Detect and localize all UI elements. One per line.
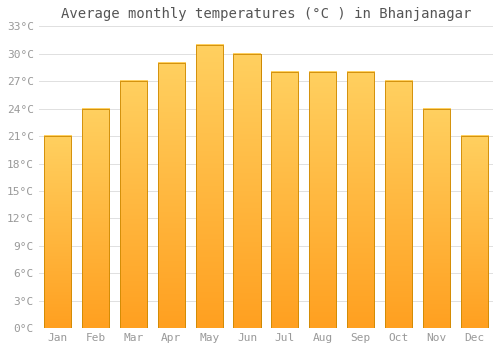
Bar — [120, 81, 147, 328]
Bar — [347, 72, 374, 328]
Bar — [44, 136, 72, 328]
Bar — [385, 81, 412, 328]
Bar — [309, 72, 336, 328]
Bar — [158, 63, 185, 328]
Bar — [120, 81, 147, 328]
Bar — [82, 108, 109, 328]
Bar — [234, 54, 260, 328]
Bar — [271, 72, 298, 328]
Bar — [385, 81, 412, 328]
Bar — [422, 108, 450, 328]
Title: Average monthly temperatures (°C ) in Bhanjanagar: Average monthly temperatures (°C ) in Bh… — [60, 7, 471, 21]
Bar — [234, 54, 260, 328]
Bar — [196, 44, 223, 328]
Bar — [158, 63, 185, 328]
Bar — [460, 136, 488, 328]
Bar — [309, 72, 336, 328]
Bar — [44, 136, 72, 328]
Bar — [82, 108, 109, 328]
Bar — [347, 72, 374, 328]
Bar — [460, 136, 488, 328]
Bar — [271, 72, 298, 328]
Bar — [196, 44, 223, 328]
Bar — [422, 108, 450, 328]
